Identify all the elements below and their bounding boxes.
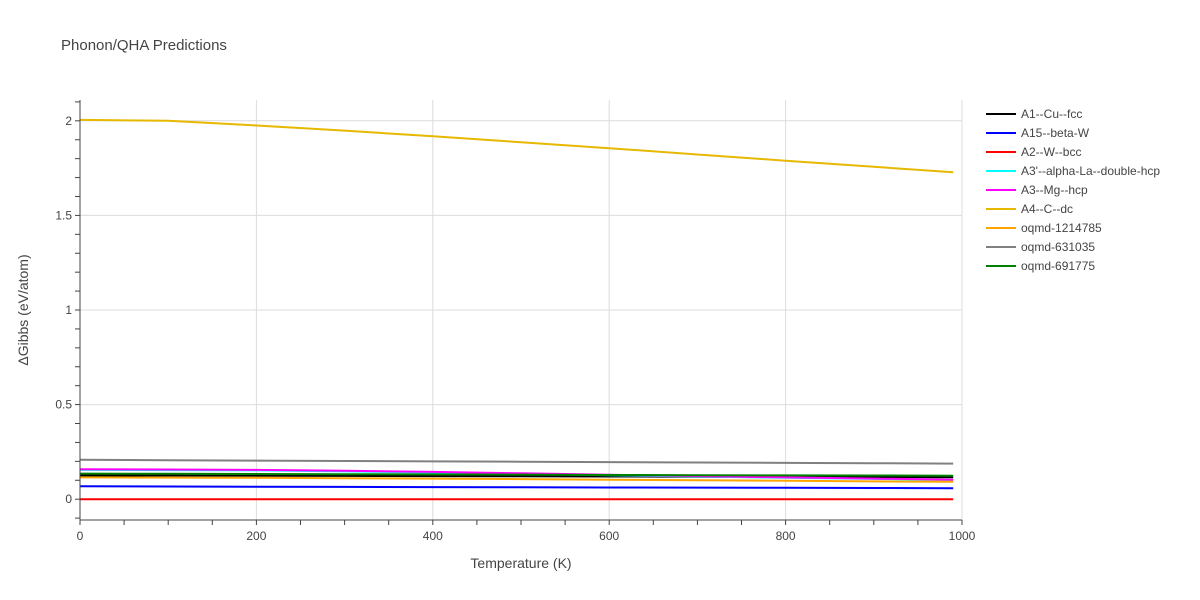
legend-label: A3--Mg--hcp xyxy=(1021,183,1088,197)
series-line-oqmd-631035[interactable] xyxy=(79,458,954,465)
legend-item[interactable]: A2--W--bcc xyxy=(986,145,1081,159)
series-line-a15-beta-w[interactable] xyxy=(79,485,954,490)
legend-item[interactable]: A3'--alpha-La--double-hcp xyxy=(986,164,1160,178)
y-tick-label: 1.5 xyxy=(55,208,72,222)
y-tick-label: 1 xyxy=(65,303,72,317)
series-line-oqmd-1214785[interactable] xyxy=(79,476,954,483)
x-tick-label: 600 xyxy=(599,529,619,543)
plot-area[interactable] xyxy=(79,118,954,501)
x-tick-label: 200 xyxy=(246,529,266,543)
legend-label: A4--C--dc xyxy=(1021,202,1073,216)
legend-item[interactable]: oqmd-631035 xyxy=(986,240,1095,254)
legend-label: A2--W--bcc xyxy=(1021,145,1081,159)
legend-item[interactable]: A3--Mg--hcp xyxy=(986,183,1088,197)
legend-item[interactable]: A4--C--dc xyxy=(986,202,1073,216)
legend-item[interactable]: oqmd-1214785 xyxy=(986,221,1102,235)
x-axis-title: Temperature (K) xyxy=(470,555,571,571)
legend-item[interactable]: A1--Cu--fcc xyxy=(986,107,1082,121)
series-line-a3-mg-hcp[interactable] xyxy=(79,468,954,481)
x-tick-label: 0 xyxy=(77,529,84,543)
legend-label: A15--beta-W xyxy=(1021,126,1090,140)
axes: 0 0.5 1 1.5 2 0 200 400 600 800 1000 xyxy=(55,100,976,543)
legend-label: A3'--alpha-La--double-hcp xyxy=(1021,164,1160,178)
x-tick-label: 1000 xyxy=(949,529,976,543)
legend-label: A1--Cu--fcc xyxy=(1021,107,1082,121)
legend-label: oqmd-691775 xyxy=(1021,259,1095,273)
chart-title: Phonon/QHA Predictions xyxy=(61,37,227,54)
grid xyxy=(80,100,963,520)
legend-item[interactable]: oqmd-691775 xyxy=(986,259,1095,273)
y-tick-label: 0.5 xyxy=(55,398,72,412)
legend-item[interactable]: A15--beta-W xyxy=(986,126,1090,140)
y-axis-title: ΔGibbs (eV/atom) xyxy=(15,254,31,365)
y-tick-label: 0 xyxy=(65,492,72,506)
series-line-oqmd-691775[interactable] xyxy=(79,472,954,477)
x-tick-label: 800 xyxy=(776,529,796,543)
legend-label: oqmd-1214785 xyxy=(1021,221,1102,235)
legend-label: oqmd-631035 xyxy=(1021,240,1095,254)
series-line-a4-c-dc[interactable] xyxy=(79,118,954,174)
y-tick-label: 2 xyxy=(65,114,72,128)
x-tick-label: 400 xyxy=(423,529,443,543)
legend[interactable]: A1--Cu--fcc A15--beta-W A2--W--bcc A3'--alp… xyxy=(986,107,1160,273)
